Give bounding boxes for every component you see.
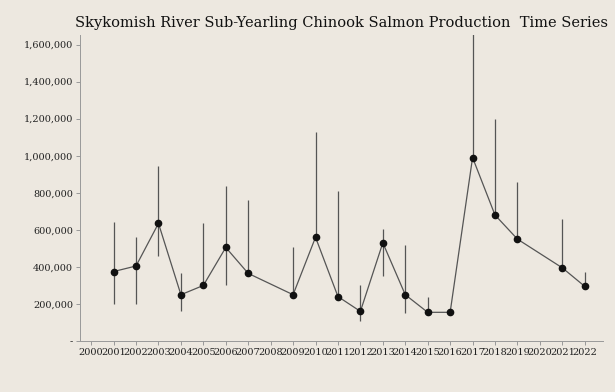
Title: Skykomish River Sub-Yearling Chinook Salmon Production  Time Series: Skykomish River Sub-Yearling Chinook Sal… bbox=[75, 16, 608, 30]
